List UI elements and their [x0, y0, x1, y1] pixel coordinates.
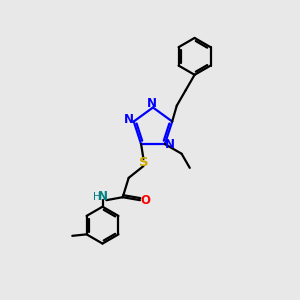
- Text: O: O: [140, 194, 150, 207]
- Text: H: H: [93, 192, 101, 202]
- Text: N: N: [98, 190, 107, 203]
- Text: N: N: [165, 138, 175, 151]
- Text: N: N: [146, 97, 157, 110]
- Text: N: N: [123, 113, 134, 127]
- Text: S: S: [139, 156, 148, 169]
